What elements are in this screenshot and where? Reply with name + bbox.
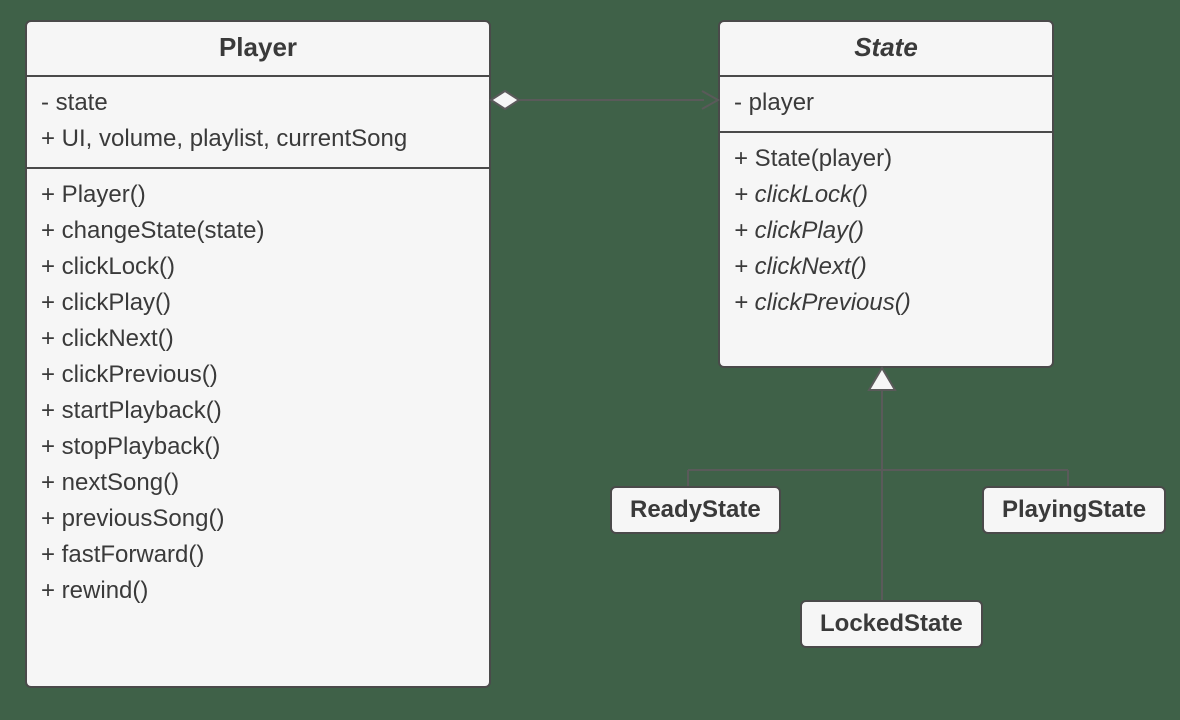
uml-class-player: Player - state+ UI, volume, playlist, cu… [25,20,491,688]
uml-class-title: Player [27,22,489,77]
uml-member: - state [41,85,475,121]
uml-member: + fastForward() [41,537,475,573]
uml-member: + clickLock() [734,177,1038,213]
uml-class-readystate: ReadyState [610,486,781,534]
uml-member: + Player() [41,177,475,213]
uml-member: + clickNext() [734,249,1038,285]
uml-class-title: State [720,22,1052,77]
uml-member: + clickPlay() [734,213,1038,249]
uml-methods-section: + Player()+ changeState(state)+ clickLoc… [27,169,489,619]
uml-member: + clickNext() [41,321,475,357]
uml-member: + rewind() [41,573,475,609]
uml-member: + UI, volume, playlist, currentSong [41,121,475,157]
uml-class-lockedstate: LockedState [800,600,983,648]
uml-member: + clickPrevious() [734,285,1038,321]
uml-member: + previousSong() [41,501,475,537]
uml-attributes-section: - state+ UI, volume, playlist, currentSo… [27,77,489,169]
uml-member: + State(player) [734,141,1038,177]
uml-member: - player [734,85,1038,121]
uml-member: + startPlayback() [41,393,475,429]
uml-class-playingstate: PlayingState [982,486,1166,534]
uml-methods-section: + State(player)+ clickLock()+ clickPlay(… [720,133,1052,331]
uml-member: + clickLock() [41,249,475,285]
uml-member: + clickPlay() [41,285,475,321]
uml-class-state: State - player + State(player)+ clickLoc… [718,20,1054,368]
uml-member: + clickPrevious() [41,357,475,393]
uml-attributes-section: - player [720,77,1052,133]
uml-member: + changeState(state) [41,213,475,249]
uml-member: + nextSong() [41,465,475,501]
uml-member: + stopPlayback() [41,429,475,465]
